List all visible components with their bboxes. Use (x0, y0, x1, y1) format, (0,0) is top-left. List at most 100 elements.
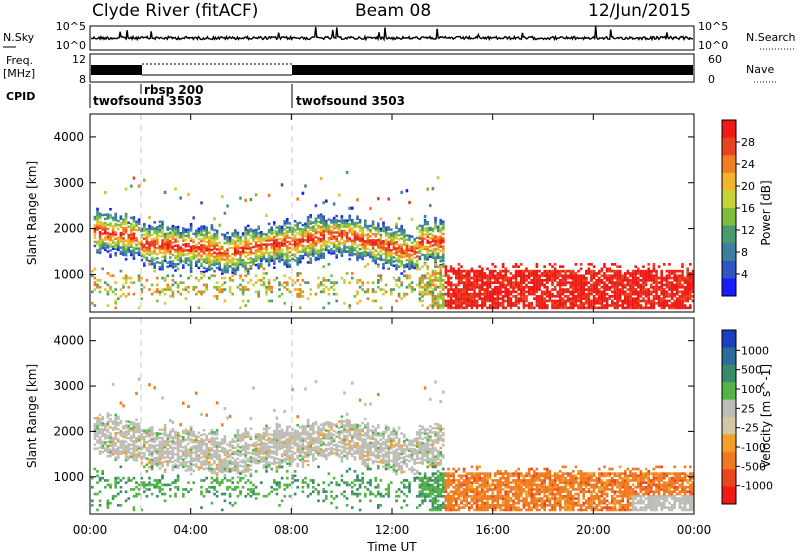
heatmap-cell (244, 429, 247, 433)
heatmap-cell (639, 292, 643, 296)
heatmap-cell (169, 430, 172, 433)
heatmap-cell (494, 290, 497, 294)
heatmap-cell (590, 263, 593, 266)
heatmap-cell (210, 441, 214, 444)
power-colorbar-swatch (722, 208, 736, 227)
heatmap-cell (444, 292, 448, 296)
heatmap-cell (421, 276, 424, 280)
heatmap-cell (670, 295, 674, 298)
heatmap-cell (161, 449, 164, 452)
heatmap-cell (247, 245, 250, 248)
heatmap-cell (460, 306, 463, 310)
heatmap-cell (439, 304, 442, 307)
heatmap-cell (127, 235, 130, 239)
heatmap-cell (400, 237, 403, 240)
heatmap-cell (447, 283, 450, 287)
heatmap-cell (270, 247, 273, 250)
heatmap-cell (127, 449, 130, 452)
heatmap-cell (215, 443, 219, 446)
heatmap-cell (301, 228, 305, 231)
heatmap-cell (210, 443, 214, 446)
heatmap-cell (681, 285, 684, 289)
heatmap-cell (577, 299, 580, 303)
heatmap-cell (473, 274, 476, 278)
heatmap-cell (421, 239, 424, 242)
heatmap-cell (98, 419, 102, 423)
heatmap-cell (390, 234, 393, 238)
heatmap-cell (223, 453, 227, 457)
heatmap-cell (153, 243, 156, 247)
heatmap-cell (98, 430, 102, 433)
heatmap-cell (465, 274, 468, 278)
heatmap-cell (483, 283, 487, 287)
heatmap-cell (208, 235, 211, 239)
heatmap-cell (223, 237, 227, 241)
heatmap-cell (189, 458, 193, 461)
heatmap-cell (421, 230, 424, 234)
heatmap-cell (231, 450, 234, 454)
heatmap-cell (109, 216, 112, 219)
heatmap-cell (117, 238, 120, 241)
heatmap-cell (676, 299, 679, 303)
heatmap-cell (592, 295, 596, 298)
heatmap-cell (587, 304, 591, 307)
heatmap-cell (457, 276, 461, 280)
heatmap-cell (533, 279, 536, 282)
heatmap-cell (163, 239, 167, 242)
heatmap-cell (195, 235, 198, 239)
heatmap-cell (595, 297, 598, 300)
heatmap-cell (639, 274, 643, 278)
heatmap-cell (473, 288, 476, 291)
heatmap-cell (655, 274, 658, 278)
heatmap-cell (184, 457, 188, 460)
heatmap-cell (670, 283, 674, 287)
heatmap-cell (405, 259, 409, 262)
heatmap-cell (465, 301, 468, 305)
heatmap-cell (509, 304, 513, 307)
heatmap-cell (371, 281, 375, 284)
heatmap-cell (379, 244, 383, 247)
heatmap-cell (538, 304, 541, 307)
heatmap-cell (156, 252, 159, 256)
heatmap-cell (226, 453, 229, 457)
heatmap-cell (179, 292, 182, 296)
heatmap-cell (595, 272, 598, 275)
heatmap-cell (325, 226, 328, 229)
heatmap-cell (405, 250, 409, 254)
heatmap-cell (572, 295, 575, 298)
heatmap-cell (275, 244, 279, 248)
heatmap-cell (335, 245, 338, 249)
heatmap-cell (462, 276, 466, 280)
heatmap-cell (163, 452, 167, 455)
heatmap-cell (426, 288, 429, 291)
heatmap-cell (288, 226, 292, 229)
heatmap-cell (202, 455, 206, 459)
heatmap-cell (616, 295, 619, 298)
heatmap-cell (244, 447, 247, 451)
heatmap-cell (161, 488, 164, 491)
heatmap-cell (137, 426, 141, 430)
heatmap-cell (306, 253, 310, 256)
heatmap-cell (691, 290, 695, 294)
heatmap-cell (182, 239, 185, 242)
heatmap-cell (314, 236, 318, 239)
heatmap-cell (369, 231, 372, 234)
heatmap-cell (124, 212, 128, 216)
heatmap-cell (280, 248, 284, 251)
heatmap-cell (197, 450, 201, 453)
heatmap-cell (247, 243, 250, 246)
heatmap-cell (356, 217, 359, 220)
heatmap-cell (114, 225, 117, 228)
heatmap-cell (158, 448, 162, 452)
heatmap-cell (605, 274, 609, 278)
heatmap-cell (395, 267, 398, 271)
heatmap-cell (184, 253, 188, 256)
heatmap-cell (184, 465, 188, 468)
heatmap-cell (644, 279, 648, 282)
heatmap-cell (338, 248, 341, 252)
heatmap-cell (434, 295, 437, 298)
heatmap-cell (286, 257, 289, 260)
heatmap-cell (148, 476, 151, 480)
heatmap-cell (127, 424, 130, 428)
heatmap-cell (603, 281, 606, 284)
